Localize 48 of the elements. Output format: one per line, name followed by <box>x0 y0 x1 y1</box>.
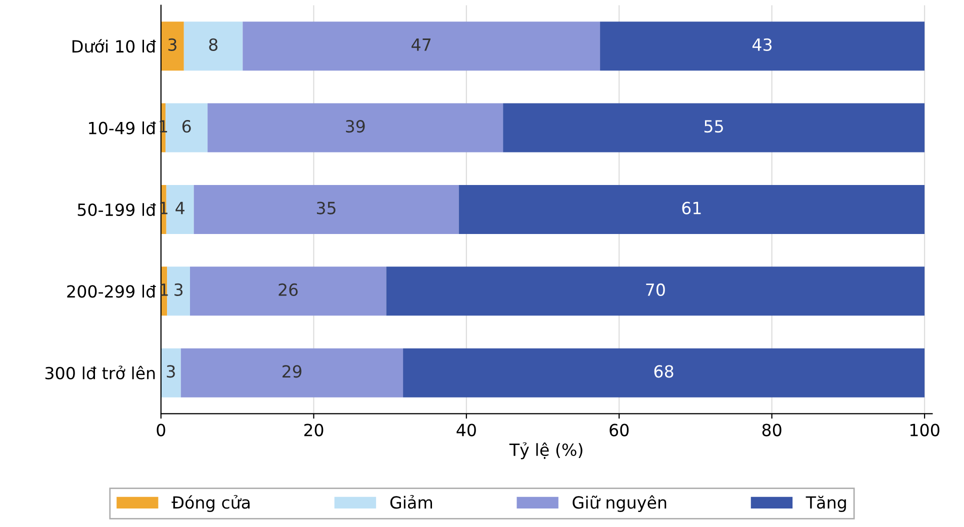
y-tick-label: 50-199 lđ <box>78 203 156 216</box>
x-tick-label: 60 <box>610 424 629 436</box>
bar <box>184 22 243 71</box>
bar <box>160 348 181 398</box>
bar <box>600 22 925 71</box>
data-label: 3 <box>168 38 176 51</box>
legend-label: Đóng cửa <box>172 495 250 512</box>
bar <box>180 348 404 398</box>
legend-label: Giảm <box>390 495 432 509</box>
x-tick-label: 80 <box>762 424 782 436</box>
bar <box>160 22 184 71</box>
data-label: 4 <box>176 202 184 214</box>
bar <box>208 103 504 152</box>
data-label: 6 <box>182 120 191 133</box>
data-label: 70 <box>646 283 665 296</box>
data-label: 47 <box>412 38 431 51</box>
bar <box>166 184 194 234</box>
bar <box>194 184 459 234</box>
bar <box>242 22 600 71</box>
y-tick-label: 300 lđ trở lên <box>45 366 155 380</box>
data-label: 43 <box>752 38 772 51</box>
data-label: 61 <box>682 202 701 214</box>
data-label: 3 <box>174 283 183 296</box>
y-tick-label: Dưới 10 lđ <box>72 39 156 53</box>
bar <box>403 348 925 398</box>
x-tick-label: 40 <box>456 424 476 436</box>
data-label: 8 <box>209 38 218 51</box>
data-label: 55 <box>704 120 723 133</box>
bar <box>458 184 925 234</box>
x-tick-label: 20 <box>304 424 324 436</box>
y-tick-label: 10-49 lđ <box>89 121 156 134</box>
data-label: 26 <box>278 283 298 296</box>
data-label: 29 <box>282 365 302 378</box>
x-axis-title: Tỷ lệ (%) <box>509 442 582 460</box>
bar <box>166 103 208 152</box>
bar <box>167 266 190 316</box>
y-tick-label: 200-299 lđ <box>67 284 156 298</box>
bar <box>503 103 925 152</box>
data-label: 39 <box>346 120 365 133</box>
data-label: 68 <box>654 365 674 378</box>
legend-label: Giữ nguyên <box>572 495 666 512</box>
data-label: 35 <box>316 202 336 214</box>
bar <box>190 266 386 316</box>
data-label: 3 <box>166 365 175 378</box>
x-tick-label: 100 <box>910 424 940 436</box>
bar <box>386 266 925 316</box>
x-tick-label: 0 <box>156 424 166 436</box>
legend-label: Tăng <box>806 496 846 512</box>
